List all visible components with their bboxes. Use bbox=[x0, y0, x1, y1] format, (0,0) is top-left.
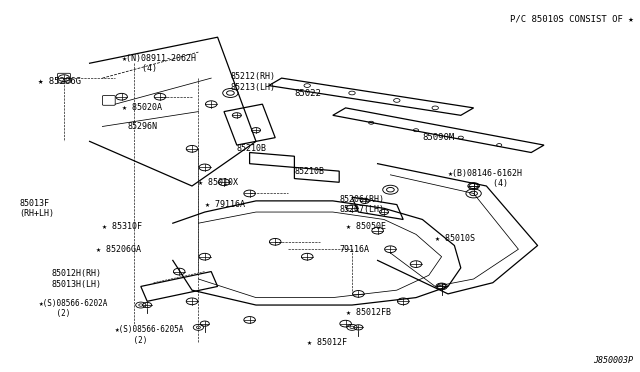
Text: P/C 85010S CONSIST OF ★: P/C 85010S CONSIST OF ★ bbox=[510, 15, 634, 24]
Text: 85210B: 85210B bbox=[237, 144, 267, 153]
Text: 85090M: 85090M bbox=[422, 133, 454, 142]
Text: ★ 79116A: ★ 79116A bbox=[205, 200, 245, 209]
Text: ★(S)08566-6202A
    (2): ★(S)08566-6202A (2) bbox=[38, 299, 108, 318]
Text: ★ 85310F: ★ 85310F bbox=[102, 222, 143, 231]
Text: 85013F
(RH+LH): 85013F (RH+LH) bbox=[19, 199, 54, 218]
Text: 85210B: 85210B bbox=[294, 167, 324, 176]
Text: ★ 85010X: ★ 85010X bbox=[198, 178, 239, 187]
Text: 85022: 85022 bbox=[294, 89, 321, 97]
Text: ★ 85206GA: ★ 85206GA bbox=[96, 245, 141, 254]
Text: ★ 85050E: ★ 85050E bbox=[346, 222, 385, 231]
Text: J850003P: J850003P bbox=[594, 356, 634, 365]
Text: 85012H(RH)
85013H(LH): 85012H(RH) 85013H(LH) bbox=[51, 269, 101, 289]
Text: ★ 85010S: ★ 85010S bbox=[435, 234, 476, 243]
Text: ★ 85020A: ★ 85020A bbox=[122, 103, 161, 112]
Text: ★ 85012F: ★ 85012F bbox=[307, 338, 347, 347]
Text: ★(N)08911-2062H
    (4): ★(N)08911-2062H (4) bbox=[122, 54, 196, 73]
Text: 79116A: 79116A bbox=[339, 245, 369, 254]
Text: ★ 85012FB: ★ 85012FB bbox=[346, 308, 390, 317]
Text: ★ 85206G: ★ 85206G bbox=[38, 77, 81, 86]
Text: 85296N: 85296N bbox=[128, 122, 158, 131]
Text: ★(B)08146-6162H
         (4): ★(B)08146-6162H (4) bbox=[448, 169, 523, 188]
Text: ★(S)08566-6205A
    (2): ★(S)08566-6205A (2) bbox=[115, 325, 184, 344]
Text: 85206(RH)
85207(LH): 85206(RH) 85207(LH) bbox=[339, 195, 384, 214]
Text: 85212(RH)
85213(LH): 85212(RH) 85213(LH) bbox=[230, 72, 275, 92]
